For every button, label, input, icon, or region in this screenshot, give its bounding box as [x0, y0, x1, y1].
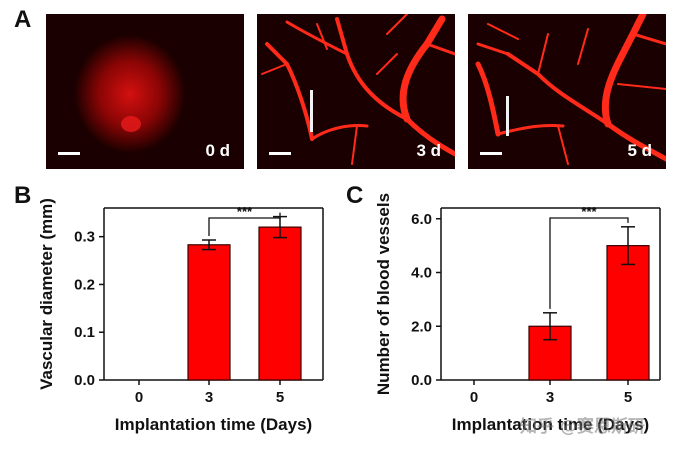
- image-label-day3: 3 d: [416, 141, 441, 160]
- chart-c-x-axis-label: Implantation time (Days): [452, 415, 649, 434]
- chart-c-ytick-label: 4.0: [411, 265, 432, 282]
- fluorescence-image-day3: 3 d: [257, 14, 455, 169]
- chart-b-ytick-label: 0.2: [74, 276, 95, 293]
- chart-c-significance-bracket: [549, 217, 629, 309]
- vessel-network-illustration: [257, 14, 455, 169]
- scale-bar: [58, 152, 80, 155]
- panel-letter-b: B: [14, 182, 32, 209]
- chart-b-ytick-label: 0.0: [74, 372, 95, 389]
- scale-bar: [269, 152, 291, 155]
- chart-c-bar: [606, 245, 650, 381]
- panel-letter-c: C: [346, 182, 364, 209]
- diffuse-glow-illustration: [46, 14, 244, 169]
- chart-b-x-axis-label: Implantation time (Days): [115, 415, 312, 434]
- panel-letter-a: A: [14, 6, 32, 33]
- chart-b-significance-label: ***: [237, 204, 253, 219]
- chart-b-significance-bracket: [208, 212, 281, 237]
- scale-bar: [480, 152, 502, 155]
- image-label-day0: 0 d: [205, 141, 230, 160]
- chart-c-xtick-label: 5: [624, 389, 632, 406]
- fluorescence-image-day0: 0 d: [46, 14, 244, 169]
- chart-c-ytick-label: 0.0: [411, 372, 432, 389]
- chart-b-bar: [187, 244, 231, 381]
- vessel-network-illustration: [468, 14, 666, 169]
- chart-c-ytick-label: 2.0: [411, 318, 432, 335]
- chart-b-bar: [258, 226, 302, 381]
- chart-b-xtick-label: 5: [276, 389, 284, 406]
- chart-c-xtick-label: 3: [546, 389, 554, 406]
- chart-c-ytick-label: 6.0: [411, 211, 432, 228]
- chart-b-xtick-label: 3: [205, 389, 213, 406]
- image-label-day5: 5 d: [627, 141, 652, 160]
- chart-c-xtick-label: 0: [470, 389, 478, 406]
- chart-c-y-axis-label: Number of blood vessels: [374, 193, 393, 395]
- diameter-marker: [506, 96, 509, 136]
- chart-c-significance-label: ***: [581, 204, 597, 219]
- watermark: 知乎 @赛恩斯研: [520, 417, 645, 437]
- chart-b-ytick-label: 0.3: [74, 229, 95, 246]
- chart-b-xtick-label: 0: [135, 389, 143, 406]
- fluorescence-image-day5: 5 d: [468, 14, 666, 169]
- chart-b-ytick-label: 0.1: [74, 324, 95, 341]
- chart-b-y-axis-label: Vascular diameter (mm): [37, 198, 56, 390]
- diameter-marker: [310, 90, 313, 132]
